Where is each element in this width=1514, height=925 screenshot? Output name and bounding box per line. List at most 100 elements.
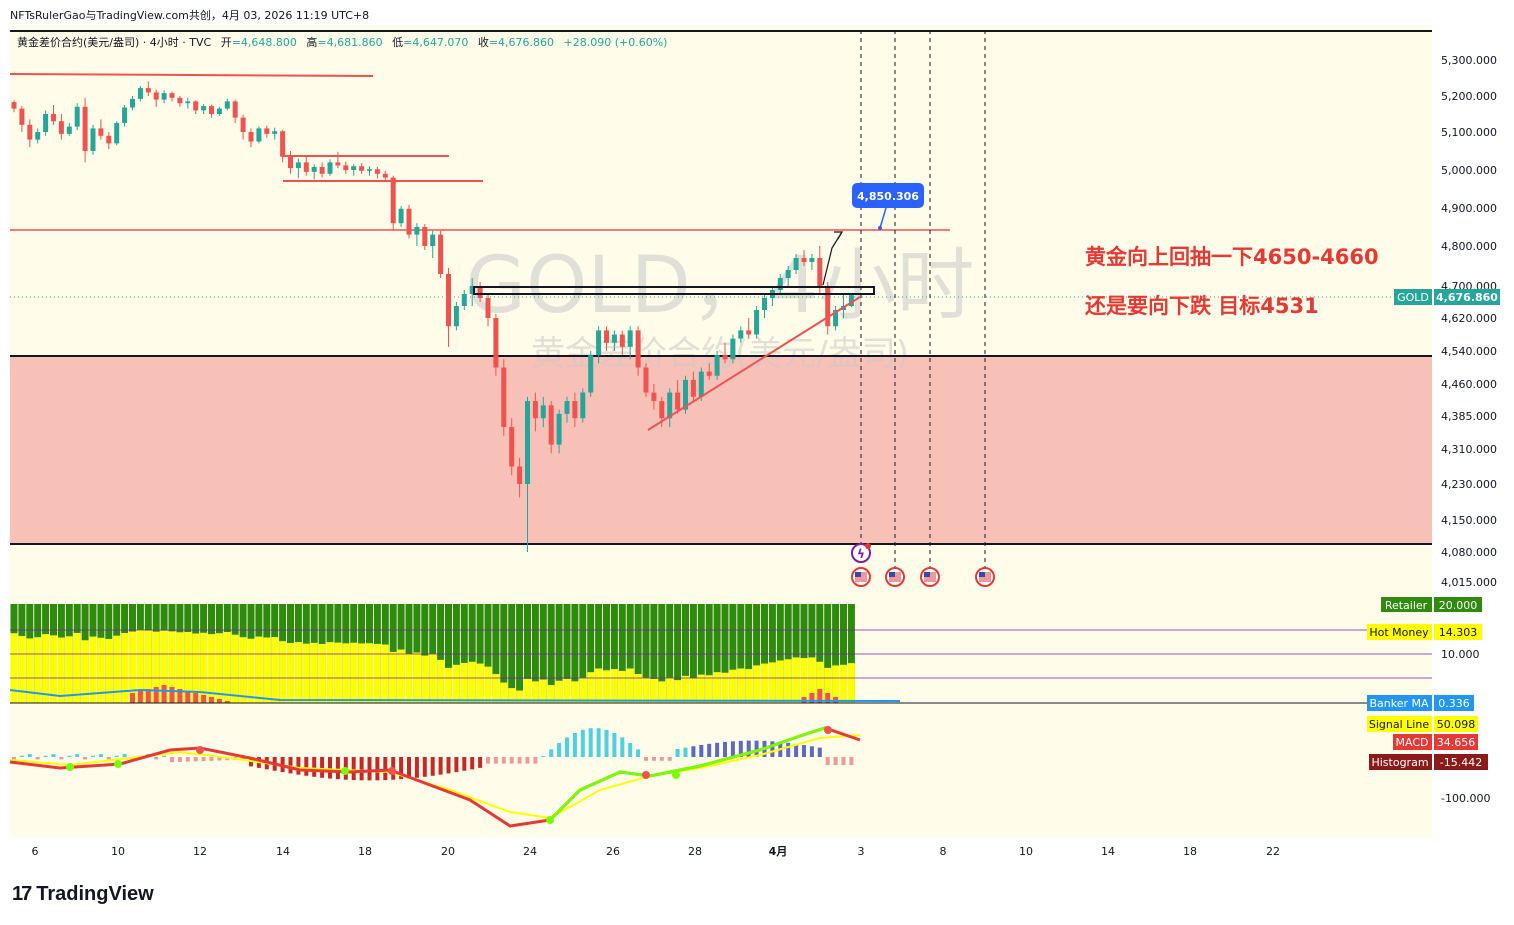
candle-body[interactable] — [572, 401, 578, 419]
candle-body[interactable] — [27, 124, 33, 140]
candle-body[interactable] — [525, 401, 530, 484]
candle-body[interactable] — [51, 114, 56, 122]
candle-body[interactable] — [248, 132, 254, 142]
candle-body[interactable] — [177, 97, 183, 104]
trendline[interactable] — [647, 296, 861, 431]
candle-body[interactable] — [98, 128, 104, 136]
candle-body[interactable] — [635, 330, 641, 368]
volume-flow-indicator[interactable] — [9, 604, 901, 703]
candlestick-series[interactable] — [11, 81, 854, 552]
candle-body[interactable] — [201, 106, 207, 111]
candle-body[interactable] — [509, 427, 515, 467]
candle-body[interactable] — [390, 177, 396, 224]
symbol-legend[interactable]: 黄金差价合约(美元/盎司) · 4小时 · TVC 开=4,648.800 高=… — [17, 35, 667, 49]
consolidation-box[interactable] — [473, 286, 875, 295]
candle-body[interactable] — [343, 165, 349, 170]
candle-body[interactable] — [311, 166, 317, 172]
candle-body[interactable] — [319, 166, 325, 174]
candle-body[interactable] — [651, 392, 657, 402]
candle-body[interactable] — [153, 92, 159, 100]
candle-body[interactable] — [303, 162, 309, 172]
candle-body[interactable] — [74, 106, 80, 127]
candle-body[interactable] — [137, 88, 143, 99]
candle-body[interactable] — [90, 128, 96, 151]
candle-body[interactable] — [801, 258, 807, 262]
lightning-event-icon[interactable]: ϟ — [851, 543, 871, 563]
candle-body[interactable] — [66, 126, 72, 134]
candle-body[interactable] — [627, 330, 633, 347]
candle-body[interactable] — [643, 367, 649, 393]
candle-body[interactable] — [825, 286, 831, 327]
candle-body[interactable] — [659, 401, 665, 419]
candle-body[interactable] — [145, 88, 151, 93]
tradingview-logo[interactable]: 17 TradingView — [12, 883, 154, 906]
candle-body[interactable] — [367, 169, 372, 171]
candle-body[interactable] — [517, 466, 523, 485]
candle-body[interactable] — [493, 318, 499, 368]
candle-body[interactable] — [193, 101, 199, 111]
candle-body[interactable] — [619, 334, 625, 347]
candle-body[interactable] — [327, 162, 333, 174]
candle-body[interactable] — [746, 330, 752, 335]
candle-body[interactable] — [722, 355, 728, 360]
candle-body[interactable] — [588, 355, 594, 393]
candle-body[interactable] — [738, 330, 744, 339]
candle-body[interactable] — [580, 392, 586, 419]
candle-body[interactable] — [11, 102, 17, 109]
candle-body[interactable] — [19, 108, 25, 125]
candle-body[interactable] — [35, 132, 41, 140]
candle-body[interactable] — [256, 128, 262, 142]
candle-body[interactable] — [793, 258, 799, 270]
candle-body[interactable] — [469, 286, 475, 294]
candle-body[interactable] — [714, 355, 720, 376]
candle-body[interactable] — [130, 98, 135, 108]
candle-body[interactable] — [288, 156, 293, 169]
candle-body[interactable] — [216, 108, 222, 114]
candle-body[interactable] — [422, 227, 428, 246]
candle-body[interactable] — [414, 227, 420, 235]
candle-body[interactable] — [762, 298, 767, 310]
candle-body[interactable] — [532, 401, 538, 419]
candle-body[interactable] — [675, 392, 681, 410]
time-axis[interactable]: 6 10 12 14 18 20 24 26 28 4月 3 8 10 14 18 22 — [32, 845, 1281, 858]
resistance-line-1[interactable] — [9, 73, 374, 77]
candle-body[interactable] — [382, 173, 388, 178]
candle-body[interactable] — [232, 101, 238, 118]
candle-body[interactable] — [169, 93, 175, 98]
candle-body[interactable] — [706, 371, 712, 376]
candle-body[interactable] — [540, 405, 546, 419]
candle-body[interactable] — [556, 413, 562, 445]
candle-body[interactable] — [683, 379, 688, 410]
candle-body[interactable] — [698, 371, 704, 397]
candle-body[interactable] — [374, 169, 380, 174]
candle-body[interactable] — [690, 379, 696, 397]
candle-body[interactable] — [477, 286, 483, 298]
us-flag-event-icons[interactable] — [851, 567, 995, 587]
candle-body[interactable] — [611, 334, 617, 343]
candle-body[interactable] — [777, 278, 783, 290]
candle-body[interactable] — [785, 270, 791, 278]
candle-body[interactable] — [501, 367, 507, 428]
candle-body[interactable] — [667, 392, 673, 419]
macd-indicator[interactable] — [9, 726, 861, 828]
candle-body[interactable] — [295, 162, 301, 169]
candle-body[interactable] — [122, 107, 128, 123]
price-axis[interactable]: 5,300.000 5,200.000 5,100.000 5,000.000 4,90… — [1441, 54, 1497, 589]
candle-body[interactable] — [82, 106, 88, 151]
candle-body[interactable] — [848, 295, 854, 306]
candle-body[interactable] — [833, 310, 839, 327]
candle-body[interactable] — [406, 208, 412, 235]
candle-body[interactable] — [351, 166, 357, 170]
candle-body[interactable] — [280, 131, 286, 157]
candle-body[interactable] — [335, 162, 341, 166]
candle-body[interactable] — [446, 274, 451, 327]
candle-body[interactable] — [754, 310, 760, 335]
candle-body[interactable] — [398, 208, 404, 224]
candle-body[interactable] — [548, 405, 554, 445]
candle-body[interactable] — [114, 123, 120, 144]
candle-body[interactable] — [264, 128, 270, 134]
candle-body[interactable] — [43, 114, 49, 132]
price-callout[interactable]: 4,850.306 — [852, 183, 924, 230]
candle-body[interactable] — [596, 330, 602, 356]
candle-body[interactable] — [438, 234, 444, 274]
